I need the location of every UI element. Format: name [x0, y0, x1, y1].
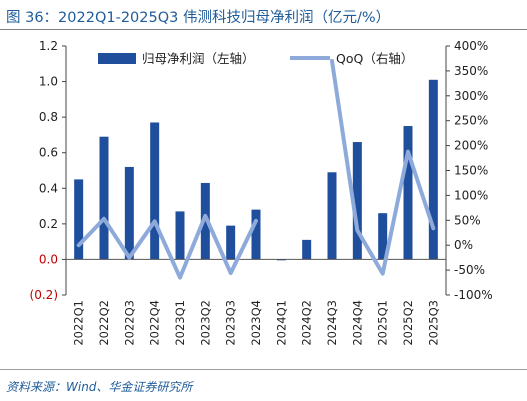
title-divider [0, 29, 527, 30]
x-axis: 2022Q1 2022Q2 2022Q3 2022Q4 2023Q1 2023Q2 2023… [72, 300, 441, 346]
legend-label-line: QoQ（右轴） [336, 51, 413, 66]
legend: 归母净利润（左轴） QoQ（右轴） [98, 51, 413, 66]
right-axis-tick-label: 400% [454, 39, 488, 53]
bar [302, 239, 312, 260]
x-tick-label: 2024Q1 [274, 300, 288, 346]
bar [150, 122, 160, 260]
right-axis-tick-label: 250% [454, 114, 488, 128]
x-tick-label: 2023Q4 [249, 300, 263, 346]
footer-divider [0, 369, 527, 370]
source-note: 资料来源：Wind、华金证券研究所 [6, 380, 193, 394]
right-axis-tick-label: 0% [454, 238, 473, 252]
bar [99, 136, 109, 260]
left-axis-tick-label: 0.6 [39, 146, 58, 160]
x-tick-label: 2024Q2 [300, 300, 314, 346]
x-tick-label: 2023Q3 [224, 300, 238, 346]
x-tick-label: 2025Q2 [401, 300, 415, 346]
right-axis-tick-label: -50% [454, 263, 485, 277]
right-axis: -100% -50% 0% 50% 100% 150% 200% 250% 300% 350% 40… [445, 39, 493, 302]
bar [175, 211, 185, 260]
bar [327, 172, 337, 260]
line-series [76, 58, 436, 280]
x-tick-label: 2025Q3 [426, 300, 440, 346]
bar [74, 179, 84, 260]
bar [352, 142, 362, 260]
x-tick-label: 2022Q2 [97, 300, 111, 346]
right-axis-tick-label: -100% [454, 288, 493, 302]
legend-swatch-bar [98, 53, 136, 64]
legend-label-bar: 归母净利润（左轴） [142, 51, 255, 66]
x-tick-label: 2022Q4 [148, 300, 162, 346]
left-axis-tick-label: 1.0 [39, 75, 58, 89]
x-tick-label: 2024Q4 [350, 300, 364, 346]
bar [200, 182, 210, 260]
bar [251, 209, 261, 260]
bar [226, 225, 236, 260]
right-axis-tick-label: 200% [454, 139, 488, 153]
x-tick-label: 2025Q1 [376, 300, 390, 346]
x-tick-label: 2023Q1 [173, 300, 187, 346]
left-axis-tick-label: 0.2 [39, 217, 58, 231]
x-tick-label: 2022Q3 [122, 300, 136, 346]
bar [378, 213, 388, 260]
left-axis-tick-label: 0.8 [39, 110, 58, 124]
right-axis-tick-label: 150% [454, 164, 488, 178]
left-axis-tick-label: (0.2) [30, 288, 58, 302]
bar-series [66, 79, 446, 261]
left-axis-tick-label: 1.2 [39, 39, 58, 53]
bar [124, 166, 134, 260]
right-axis-tick-label: 350% [454, 64, 488, 78]
x-tick-label: 2022Q1 [72, 300, 86, 346]
x-tick-label: 2024Q3 [325, 300, 339, 346]
qoq-line-segment [76, 213, 258, 280]
left-axis-tick-label: 0.4 [39, 181, 58, 195]
chart-title: 图 36：2022Q1-2025Q3 伟测科技归母净利润（亿元/%） [6, 10, 391, 26]
x-tick-label: 2023Q2 [198, 300, 212, 346]
right-axis-tick-label: 300% [454, 89, 488, 103]
bar [428, 79, 438, 260]
bar [403, 126, 413, 260]
right-axis-tick-label: 50% [454, 213, 481, 227]
left-axis-tick-label: 0.0 [39, 252, 58, 266]
right-axis-tick-label: 100% [454, 188, 488, 202]
left-axis: (0.2) 0.0 0.2 0.4 0.6 0.8 1.0 1.2 [30, 39, 67, 302]
